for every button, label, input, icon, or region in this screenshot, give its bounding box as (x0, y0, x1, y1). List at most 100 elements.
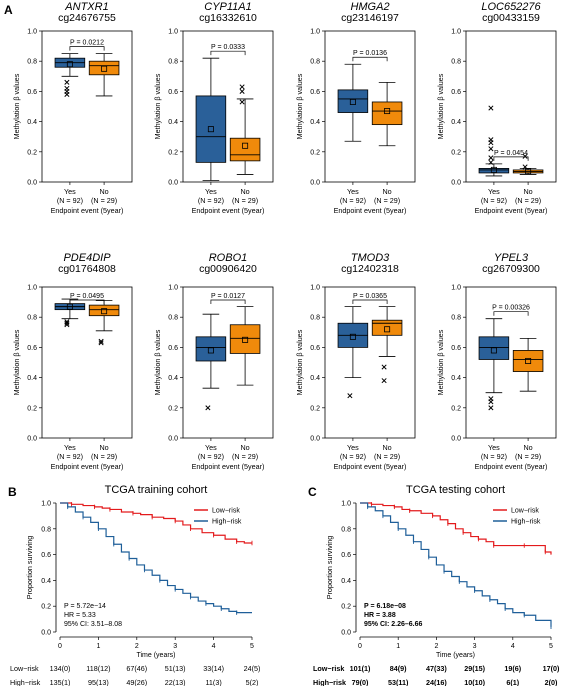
y-tick-label: 0.2 (27, 149, 37, 156)
y-tick-label: 0.0 (341, 630, 351, 637)
outlier-stroke (64, 79, 70, 85)
x-tick-label: 0 (58, 643, 62, 650)
y-tick-label: 1.0 (341, 501, 351, 508)
outlier-point (64, 320, 70, 326)
probe-id: cg16332610 (199, 12, 257, 24)
outlier-stroke (522, 153, 528, 159)
p-value: P = 0.0212 (70, 40, 104, 47)
group-count: (N = 92) (481, 452, 507, 461)
plot-frame (182, 286, 274, 439)
risk-table-cell: 24(16) (426, 678, 447, 686)
km-plot-training: TCGA training cohort 0.0 0.2 0.4 0.6 0.8 1.0 Pr… (10, 484, 260, 686)
high-risk-curve (60, 502, 252, 614)
mean-marker (349, 333, 356, 340)
survival-statistic: P = 5.72e−14 (64, 603, 106, 610)
outlier-stroke (488, 399, 494, 405)
x-tick-label: 3 (473, 643, 477, 650)
low-risk-curve (360, 502, 552, 555)
p-value: P = 0.00326 (492, 305, 530, 312)
y-tick-label: 0.8 (41, 526, 51, 533)
outlier-point (239, 88, 245, 94)
box-yes (54, 53, 86, 97)
y-tick-label: 0.4 (451, 375, 461, 382)
group-count: (N = 29) (374, 196, 400, 205)
risk-table-cell: 22(13) (165, 678, 186, 686)
outlier-stroke (64, 91, 70, 97)
group-label: Yes (205, 187, 217, 196)
y-tick-label: 0.2 (341, 604, 351, 611)
y-tick-label: 0.0 (168, 180, 178, 187)
risk-table-cell: 95(13) (88, 678, 109, 686)
group-label: Yes (488, 443, 500, 452)
x-tick-label: 4 (212, 643, 216, 650)
gene-name: ROBO1 (209, 252, 248, 264)
risk-table-cell: 24(5) (244, 664, 261, 673)
group-label: Yes (347, 187, 359, 196)
box-iqr (229, 137, 261, 162)
gene-name: LOC652276 (481, 1, 541, 13)
outlier-stroke (488, 159, 494, 165)
y-tick-label: 1.0 (27, 29, 37, 36)
y-tick-label: 0.4 (451, 119, 461, 126)
outlier-stroke (64, 320, 70, 326)
box-no (88, 53, 120, 97)
y-axis-label: Proportion surviving (25, 536, 34, 600)
significance-bracket (210, 299, 246, 304)
low-risk-curve (60, 502, 252, 544)
y-tick-label: 0.6 (310, 89, 320, 96)
outlier-point (488, 405, 494, 411)
group-label: No (523, 187, 532, 196)
significance-bracket (69, 299, 105, 304)
y-tick-label: 0.4 (168, 375, 178, 382)
outlier-point (239, 99, 245, 105)
y-tick-label: 0.8 (27, 315, 37, 322)
group-count: (N = 29) (515, 452, 541, 461)
group-label: No (99, 443, 108, 452)
significance-bracket (210, 50, 246, 56)
outlier-point (98, 338, 104, 344)
y-tick-label: 0.2 (41, 604, 51, 611)
x-tick-label: 5 (549, 643, 553, 650)
group-count: (N = 92) (481, 196, 507, 205)
plot-frame (182, 30, 274, 183)
outlier-point (488, 146, 494, 152)
box-yes (337, 63, 369, 142)
risk-table-cell: 2(0) (545, 678, 558, 686)
x-tick-label: 3 (173, 643, 177, 650)
box-no (229, 84, 261, 175)
probe-id: cg12402318 (341, 263, 399, 275)
box-yes (478, 105, 510, 177)
y-tick-label: 0.6 (168, 345, 178, 352)
y-tick-label: 1.0 (27, 285, 37, 292)
y-axis-label: Methylation β values (153, 73, 162, 139)
p-value: P = 0.0365 (353, 293, 387, 300)
y-tick-label: 0.6 (341, 552, 351, 559)
y-tick-label: 0.8 (341, 526, 351, 533)
risk-table-label-high: High−risk (313, 678, 346, 686)
probe-id: cg26709300 (482, 263, 540, 275)
plot-frame (41, 286, 133, 439)
box-iqr (88, 304, 120, 317)
risk-table-cell: 10(10) (464, 678, 485, 686)
outlier-stroke (98, 338, 104, 344)
high-risk-curve (360, 502, 552, 627)
risk-table-cell: 5(2) (246, 678, 259, 686)
risk-table-cell: 29(15) (464, 664, 485, 673)
risk-table-cell: 47(33) (426, 664, 447, 673)
outlier-point (347, 393, 353, 399)
panel-label-b: B (8, 485, 17, 499)
y-tick-label: 0.2 (168, 405, 178, 412)
x-axis-label: Endpoint event (5year) (192, 462, 265, 471)
group-label: No (240, 187, 249, 196)
outlier-stroke (488, 146, 494, 152)
group-label: Yes (347, 443, 359, 452)
gene-name: PDE4DIP (63, 252, 111, 264)
y-tick-label: 0.8 (27, 59, 37, 66)
mean-marker (525, 168, 532, 175)
p-value: P = 0.0127 (211, 293, 245, 300)
y-tick-label: 0.2 (310, 149, 320, 156)
mean-marker (207, 126, 214, 133)
y-tick-label: 0.8 (451, 315, 461, 322)
